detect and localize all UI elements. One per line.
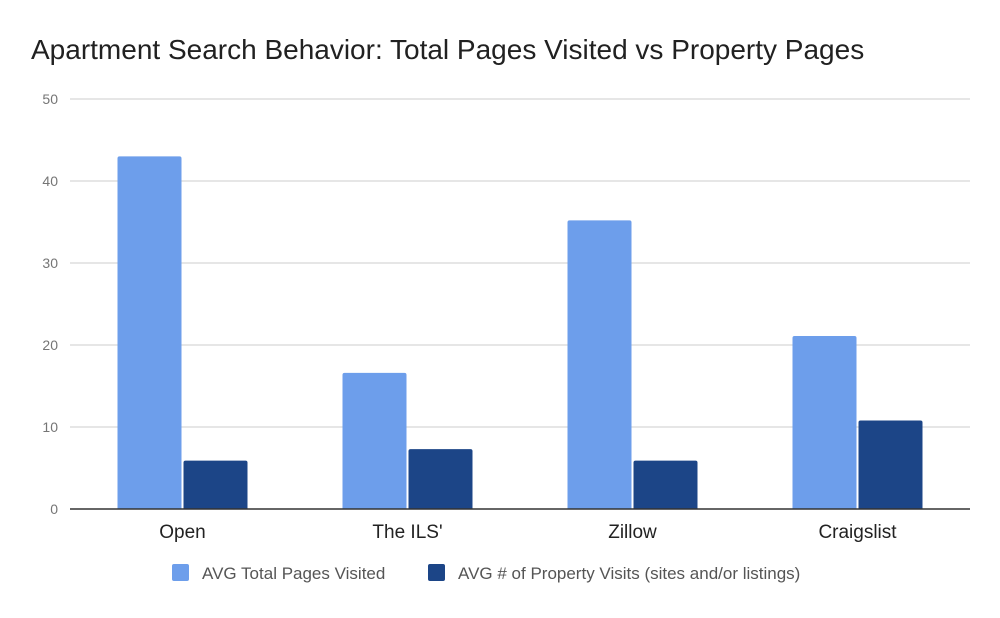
x-tick-label: Open bbox=[159, 522, 205, 543]
legend-swatch bbox=[428, 564, 445, 581]
x-axis-ticks: Open The ILS' Zillow Craigslist bbox=[159, 522, 897, 543]
bar-property-visits-0 bbox=[183, 460, 248, 509]
legend-label: AVG # of Property Visits (sites and/or l… bbox=[458, 564, 800, 583]
y-tick-label: 20 bbox=[42, 337, 58, 353]
bars bbox=[117, 156, 923, 510]
y-tick-label: 0 bbox=[50, 501, 58, 517]
chart-title: Apartment Search Behavior: Total Pages V… bbox=[31, 34, 864, 65]
bar-total-pages-3 bbox=[792, 335, 857, 509]
legend-label: AVG Total Pages Visited bbox=[202, 564, 385, 583]
bar-total-pages-1 bbox=[342, 372, 407, 509]
y-axis-ticks: 0 10 20 30 40 50 bbox=[42, 91, 58, 517]
bar-property-visits-1 bbox=[408, 449, 473, 509]
bar-property-visits-2 bbox=[633, 460, 698, 509]
x-tick-label: Zillow bbox=[608, 522, 657, 543]
bar-total-pages-2 bbox=[567, 220, 632, 510]
y-tick-label: 10 bbox=[42, 419, 58, 435]
x-tick-label: The ILS' bbox=[372, 522, 442, 543]
legend: AVG Total Pages Visited AVG # of Property… bbox=[172, 564, 800, 583]
y-tick-label: 30 bbox=[42, 255, 58, 271]
y-tick-label: 50 bbox=[42, 91, 58, 107]
y-tick-label: 40 bbox=[42, 173, 58, 189]
legend-swatch bbox=[172, 564, 189, 581]
x-tick-label: Craigslist bbox=[818, 522, 897, 543]
bar-property-visits-3 bbox=[858, 420, 923, 509]
bar-total-pages-0 bbox=[117, 156, 182, 509]
